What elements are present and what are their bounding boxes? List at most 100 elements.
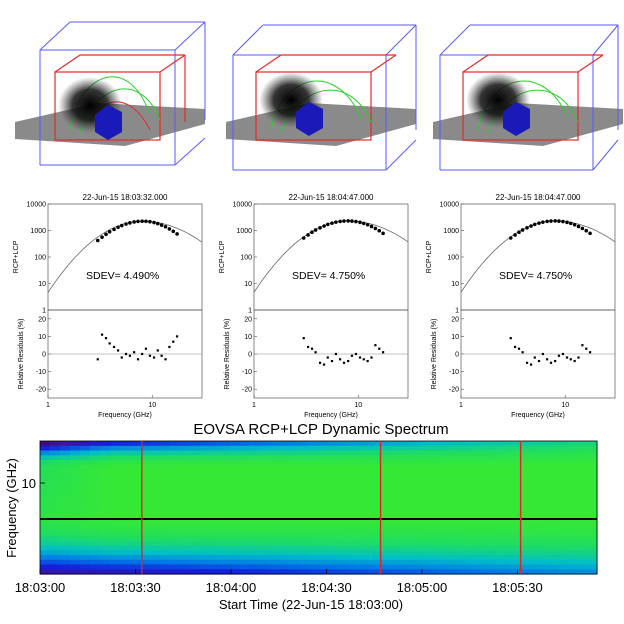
heatmap-cell <box>457 545 469 551</box>
heatmap-cell <box>278 555 290 561</box>
heatmap-cell <box>348 460 359 466</box>
residual-point <box>533 356 536 359</box>
heatmap-cell <box>139 540 150 547</box>
heatmap-cell <box>79 564 91 570</box>
heatmap-cell <box>258 550 270 556</box>
heatmap-cell <box>507 460 518 466</box>
heatmap-cell <box>577 488 588 494</box>
fit-panel-3: 22-Jun-15 18:04:47.000110100100010000RCP… <box>426 193 616 419</box>
heatmap-cell <box>348 540 359 547</box>
heatmap-cell <box>209 464 220 471</box>
heatmap-cell <box>437 464 449 471</box>
heatmap-cell <box>328 445 339 452</box>
heatmap-cell <box>288 464 300 471</box>
heatmap-cell <box>49 498 61 504</box>
heatmap-cell <box>129 455 140 461</box>
heatmap-cell <box>308 545 320 551</box>
heatmap-cell <box>59 493 71 499</box>
heatmap-cell <box>109 507 121 513</box>
heatmap-cell <box>437 540 449 547</box>
heatmap-cell <box>517 545 528 551</box>
heatmap-cell <box>567 445 578 452</box>
heatmap-cell <box>447 507 459 513</box>
y-axis-label: RCP+LCP <box>219 240 226 273</box>
heatmap-cell <box>537 569 548 575</box>
heatmap-cell <box>537 550 548 556</box>
residual-point <box>334 352 337 356</box>
heatmap-cell <box>258 507 270 513</box>
heatmap-cell <box>507 441 518 447</box>
heatmap-cell <box>427 545 439 551</box>
heatmap-cell <box>219 455 230 461</box>
heatmap-cell <box>348 445 359 452</box>
y-tick-label: 1000 <box>30 228 46 235</box>
heatmap-cell <box>507 450 518 456</box>
heatmap-cell <box>348 498 359 504</box>
heatmap-cell <box>577 445 588 452</box>
heatmap-cell <box>288 455 300 461</box>
heatmap-cell <box>169 545 180 551</box>
heatmap-cell <box>537 479 548 485</box>
heatmap-cell <box>378 526 389 532</box>
heatmap-cell <box>298 507 310 513</box>
heatmap-cell <box>567 474 578 480</box>
data-point <box>580 226 585 231</box>
heatmap-cell <box>318 526 329 532</box>
heatmap-cell <box>378 512 389 518</box>
heatmap-cell <box>139 460 150 466</box>
heatmap-cell <box>179 536 190 542</box>
residual-y-tick-label: 0 <box>455 352 459 359</box>
heatmap-cell <box>368 498 379 504</box>
heatmap-cell <box>99 464 111 471</box>
heatmap-cell <box>79 555 91 561</box>
heatmap-cell <box>427 460 439 466</box>
data-point <box>148 219 152 224</box>
residual-point <box>164 358 167 361</box>
heatmap-cell <box>238 441 250 447</box>
heatmap-cell <box>567 569 578 575</box>
heatmap-cell <box>557 479 568 485</box>
heatmap-cell <box>308 526 320 532</box>
heatmap-cell <box>49 469 61 475</box>
heatmap-cell <box>318 488 329 494</box>
heatmap-cell <box>368 460 379 466</box>
heatmap-cell <box>447 455 459 461</box>
heatmap-cell <box>487 564 499 570</box>
heatmap-cell <box>99 479 111 485</box>
heatmap-cell <box>517 460 528 466</box>
heatmap-cell <box>129 464 140 471</box>
heatmap-cell <box>477 512 489 518</box>
heatmap-cell <box>199 507 210 513</box>
heatmap-cell <box>437 507 449 513</box>
heatmap-cell <box>368 493 379 499</box>
heatmap-cell <box>99 469 111 475</box>
model-3d-view-1 <box>15 21 206 166</box>
heatmap-cell <box>577 460 588 466</box>
heatmap-cell <box>388 474 399 480</box>
heatmap-cell <box>288 512 300 518</box>
heatmap-cell <box>139 526 150 532</box>
heatmap-cell <box>577 479 588 485</box>
heatmap-cell <box>229 559 240 566</box>
residual-point <box>529 363 533 366</box>
heatmap-cell <box>219 479 230 485</box>
heatmap-cell <box>199 502 210 509</box>
heatmap-cell <box>119 540 131 547</box>
heatmap-cell <box>477 502 489 509</box>
heatmap-cell <box>219 531 230 537</box>
heatmap-cell <box>348 441 359 447</box>
heatmap-cell <box>268 550 280 556</box>
heatmap-cell <box>577 483 588 490</box>
heatmap-cell <box>358 498 369 504</box>
heatmap-cell <box>129 536 140 542</box>
heatmap-cell <box>467 493 479 499</box>
heatmap-cell <box>248 559 260 566</box>
heatmap-cell <box>348 521 359 528</box>
heatmap-cell <box>567 545 578 551</box>
heatmap-cell <box>527 498 538 504</box>
y-tick-label: 1 <box>455 308 459 315</box>
heatmap-cell <box>49 536 61 542</box>
heatmap-cell <box>268 540 280 547</box>
heatmap-cell <box>418 455 429 461</box>
spectral-fit-panels: 22-Jun-15 18:03:32.000110100100010000RCP… <box>13 193 616 419</box>
